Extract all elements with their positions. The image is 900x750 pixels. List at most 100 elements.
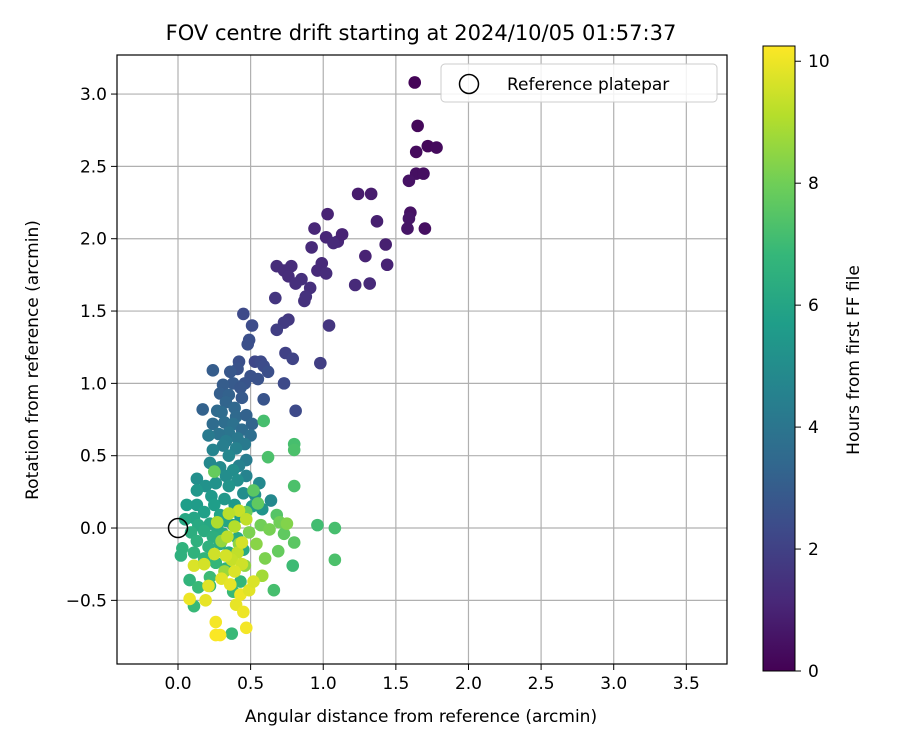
- data-point: [379, 238, 392, 251]
- data-point: [242, 526, 256, 539]
- data-point: [222, 479, 236, 493]
- data-point: [235, 391, 249, 405]
- data-point: [245, 319, 259, 332]
- x-tick-label: 3.5: [673, 674, 700, 694]
- data-point: [208, 547, 221, 561]
- data-point: [232, 504, 246, 517]
- data-point: [234, 381, 247, 395]
- data-point: [235, 536, 249, 549]
- data-point: [289, 404, 302, 418]
- data-point: [247, 575, 260, 588]
- data-point: [247, 484, 260, 497]
- data-point: [250, 537, 263, 551]
- data-point: [216, 439, 230, 452]
- x-tick-label: 2.0: [455, 674, 482, 694]
- data-point: [409, 145, 423, 159]
- data-point: [269, 291, 282, 305]
- data-point: [228, 565, 241, 578]
- legend: Reference platepar: [440, 63, 718, 103]
- data-point: [328, 553, 342, 567]
- data-point: [308, 222, 321, 235]
- legend-reference-marker: [458, 73, 480, 95]
- data-point: [237, 487, 250, 500]
- data-point: [225, 627, 239, 640]
- x-tick-label: 3.0: [600, 674, 627, 694]
- data-point: [311, 518, 324, 532]
- data-point: [280, 517, 294, 530]
- y-tick-label: −0.5: [66, 591, 107, 611]
- data-point: [206, 364, 220, 377]
- data-point: [190, 534, 204, 548]
- data-point: [178, 513, 192, 526]
- data-point: [267, 583, 281, 597]
- data-point: [199, 594, 212, 607]
- data-point: [251, 497, 265, 510]
- data-point: [197, 557, 211, 571]
- data-point: [370, 215, 384, 228]
- data-point: [183, 573, 196, 587]
- data-point: [380, 258, 394, 272]
- data-point: [187, 559, 201, 572]
- y-tick-label: 2.5: [80, 157, 107, 177]
- data-point: [286, 352, 300, 366]
- data-point: [241, 338, 255, 351]
- y-tick-label: 3.0: [80, 85, 107, 105]
- data-point: [287, 536, 301, 549]
- legend-box: [440, 63, 718, 103]
- x-axis-label: Angular distance from reference (arcmin): [245, 707, 597, 727]
- colorbar: 0 2 4 6 8 10 Hours from first FF file: [762, 45, 864, 682]
- data-point: [328, 521, 342, 535]
- data-point: [239, 513, 253, 526]
- data-point: [408, 76, 422, 89]
- data-point: [359, 249, 372, 263]
- data-point: [218, 492, 231, 506]
- data-point: [202, 579, 215, 593]
- data-point: [174, 549, 188, 562]
- data-point: [264, 494, 278, 507]
- data-point: [202, 429, 215, 442]
- data-point: [210, 515, 224, 529]
- data-point: [364, 187, 378, 201]
- plot-frame: [116, 54, 728, 665]
- data-point: [223, 578, 237, 591]
- data-point: [223, 365, 237, 379]
- data-point: [197, 505, 211, 519]
- data-point: [219, 549, 233, 562]
- data-point: [417, 167, 430, 180]
- data-point: [187, 546, 201, 559]
- data-point: [209, 615, 223, 629]
- colorbar-tick-label: 10: [808, 52, 830, 72]
- data-point: [213, 628, 227, 642]
- data-point: [411, 119, 424, 133]
- data-point: [335, 228, 349, 241]
- data-point: [228, 520, 241, 533]
- data-point: [219, 469, 233, 483]
- x-tick-label: 2.5: [528, 674, 555, 694]
- data-point: [289, 277, 302, 290]
- x-tick-label: 1.5: [382, 674, 409, 694]
- data-point: [239, 621, 253, 635]
- data-point: [245, 417, 259, 431]
- data-point: [208, 498, 221, 512]
- data-point: [221, 530, 234, 544]
- data-point: [192, 581, 205, 594]
- data-point: [430, 141, 443, 154]
- data-point: [363, 277, 377, 290]
- data-point: [261, 450, 275, 464]
- data-point: [234, 575, 247, 588]
- data-point: [257, 414, 270, 428]
- y-tick-label: 0.5: [80, 447, 107, 467]
- data-point: [263, 523, 276, 536]
- data-point: [209, 476, 223, 490]
- x-axis-ticks: 0.0 0.5 1.0 1.5 2.0 2.5 3.0 3.5: [164, 664, 700, 694]
- x-tick-label: 1.0: [310, 674, 337, 694]
- data-point: [277, 377, 291, 390]
- colorbar-tick-label: 8: [808, 174, 819, 194]
- data-point: [251, 372, 265, 386]
- y-tick-label: 1.0: [80, 374, 107, 394]
- data-point: [258, 552, 272, 565]
- data-point: [190, 484, 204, 497]
- plot-points: [174, 76, 443, 642]
- x-tick-label: 0.5: [237, 674, 264, 694]
